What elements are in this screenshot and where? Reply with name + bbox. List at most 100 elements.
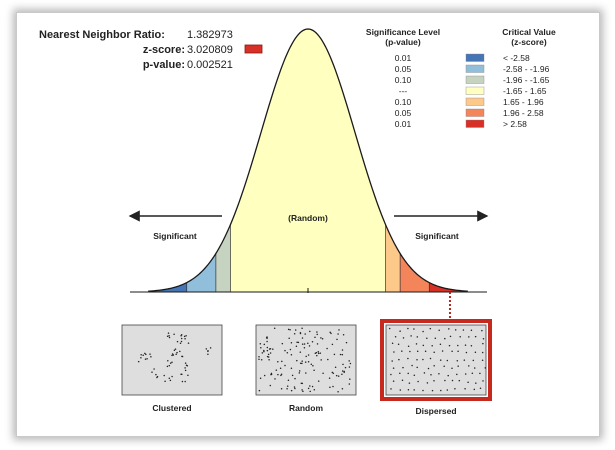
legend-p-value: 0.10 bbox=[395, 97, 412, 107]
point-dot bbox=[311, 385, 314, 388]
point-dot bbox=[427, 367, 430, 370]
point-dot bbox=[286, 387, 288, 390]
point-dot bbox=[151, 371, 153, 373]
point-dot bbox=[322, 372, 324, 375]
normal-curve bbox=[130, 28, 487, 327]
point-dot bbox=[171, 353, 174, 355]
point-dot bbox=[468, 336, 470, 338]
point-dot bbox=[207, 349, 209, 352]
point-dot bbox=[168, 364, 171, 367]
p-value-label: p-value: bbox=[143, 59, 185, 71]
point-dot bbox=[150, 356, 152, 358]
point-dot bbox=[434, 337, 437, 339]
point-dot bbox=[341, 387, 344, 390]
point-dot bbox=[259, 342, 262, 345]
point-dot bbox=[330, 332, 332, 335]
point-dot bbox=[457, 350, 459, 352]
point-dot bbox=[269, 384, 272, 387]
point-dot bbox=[315, 351, 318, 354]
left-significant-label: Significant bbox=[153, 231, 197, 241]
point-dot bbox=[422, 389, 424, 392]
point-dot bbox=[294, 387, 296, 390]
legend-p-value: 0.10 bbox=[395, 75, 412, 85]
point-dot bbox=[439, 359, 442, 361]
point-dot bbox=[316, 333, 318, 336]
point-dot bbox=[316, 343, 319, 345]
point-dot bbox=[314, 336, 316, 338]
point-dot bbox=[441, 350, 444, 352]
point-dot bbox=[171, 354, 173, 357]
legend-crit-subheader: (z-score) bbox=[511, 37, 547, 47]
point-dot bbox=[181, 380, 184, 383]
point-dot bbox=[429, 357, 432, 360]
point-dot bbox=[209, 347, 212, 349]
point-dot bbox=[280, 373, 283, 375]
point-dot bbox=[320, 337, 322, 339]
point-dot bbox=[317, 380, 320, 382]
point-dot bbox=[344, 366, 347, 369]
point-dot bbox=[484, 367, 487, 369]
pattern-box-clustered bbox=[121, 324, 223, 396]
point-dot bbox=[259, 377, 262, 380]
point-dot bbox=[482, 380, 484, 382]
point-dot bbox=[207, 353, 209, 356]
point-dot bbox=[290, 367, 293, 370]
point-dot bbox=[332, 372, 335, 375]
point-dot bbox=[297, 341, 300, 344]
point-dot bbox=[184, 380, 186, 383]
point-dot bbox=[187, 342, 190, 344]
point-dot bbox=[260, 359, 263, 361]
point-dot bbox=[424, 350, 427, 352]
point-dot bbox=[309, 385, 311, 387]
point-dot bbox=[456, 373, 458, 376]
point-dot bbox=[179, 350, 181, 353]
point-dot bbox=[341, 370, 344, 372]
point-dot bbox=[393, 351, 395, 353]
point-dot bbox=[391, 342, 394, 345]
point-dot bbox=[328, 377, 331, 379]
point-dot bbox=[448, 344, 451, 347]
point-dot bbox=[301, 327, 303, 329]
point-dot bbox=[290, 353, 293, 356]
point-dot bbox=[481, 359, 484, 362]
legend-swatch bbox=[465, 64, 485, 73]
point-dot bbox=[331, 343, 334, 346]
point-dot bbox=[416, 358, 418, 361]
region-p001-high bbox=[429, 282, 468, 292]
point-dot bbox=[392, 367, 395, 369]
point-dot bbox=[258, 358, 260, 360]
point-dot bbox=[416, 336, 419, 338]
point-dot bbox=[167, 332, 170, 334]
point-dot bbox=[447, 374, 449, 377]
point-dot bbox=[304, 361, 307, 363]
point-dot bbox=[345, 341, 348, 344]
point-dot bbox=[399, 372, 401, 374]
point-dot bbox=[175, 353, 177, 356]
point-dot bbox=[416, 350, 419, 352]
point-dot bbox=[296, 341, 298, 344]
point-dot bbox=[407, 372, 409, 375]
point-dot bbox=[149, 353, 151, 355]
point-dot bbox=[308, 345, 311, 347]
point-dot bbox=[321, 338, 324, 340]
region-p010-low bbox=[215, 224, 231, 292]
point-dot bbox=[171, 375, 173, 378]
point-dot bbox=[266, 346, 269, 349]
legend-sig-header: Significance Level bbox=[366, 27, 440, 37]
point-dot bbox=[451, 350, 453, 352]
point-dot bbox=[263, 350, 265, 353]
point-dot bbox=[305, 372, 307, 374]
point-dot bbox=[287, 379, 290, 382]
point-dot bbox=[281, 360, 283, 363]
point-dot bbox=[415, 343, 418, 345]
point-dot bbox=[423, 372, 426, 374]
point-dot bbox=[301, 360, 303, 362]
point-dot bbox=[287, 328, 290, 331]
point-dot bbox=[265, 336, 268, 338]
stats-block: Nearest Neighbor Ratio: 1.382973 z-score… bbox=[39, 29, 263, 71]
point-dot bbox=[290, 389, 293, 392]
point-dot bbox=[402, 366, 404, 369]
point-dot bbox=[156, 375, 159, 378]
point-dot bbox=[184, 367, 186, 369]
point-dot bbox=[307, 387, 310, 390]
